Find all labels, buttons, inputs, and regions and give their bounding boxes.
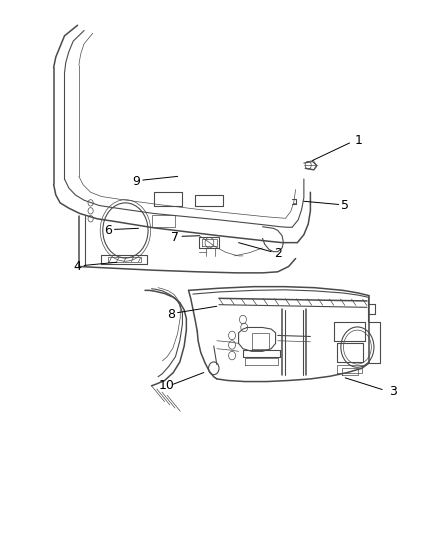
Text: 2: 2 bbox=[274, 247, 282, 260]
Text: 8: 8 bbox=[167, 308, 175, 321]
Text: 5: 5 bbox=[341, 199, 349, 212]
Text: 4: 4 bbox=[74, 260, 81, 273]
Text: 6: 6 bbox=[104, 224, 112, 237]
Text: 9: 9 bbox=[132, 175, 140, 188]
Text: 7: 7 bbox=[172, 231, 180, 244]
Text: 1: 1 bbox=[354, 134, 362, 147]
Text: 10: 10 bbox=[159, 379, 175, 392]
Text: 3: 3 bbox=[389, 385, 397, 398]
